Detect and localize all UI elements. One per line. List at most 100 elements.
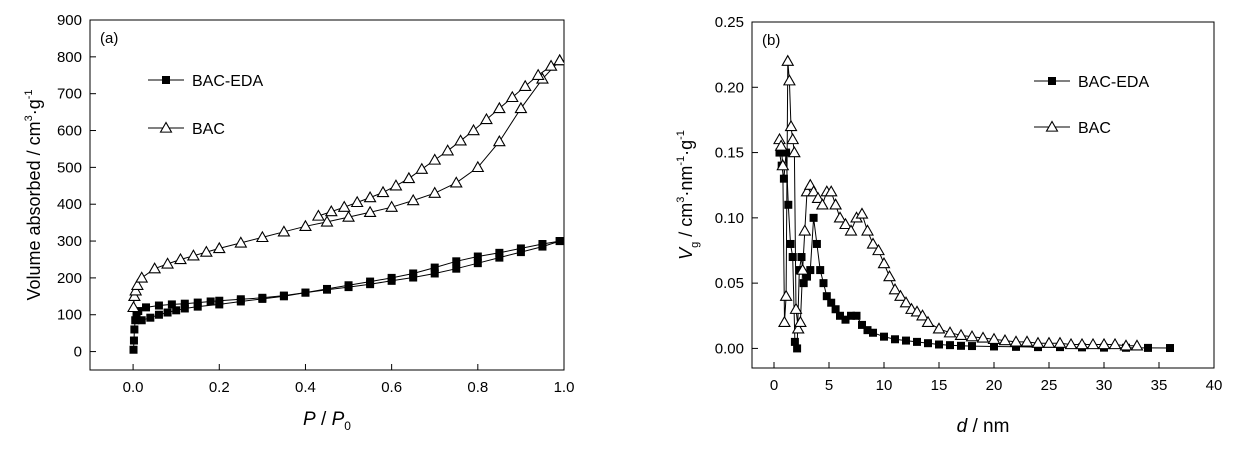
legend-label-bac: BAC [192, 121, 225, 138]
data-point-bac-eda [495, 253, 504, 262]
data-point-bac-eda [957, 341, 965, 350]
data-point-bac-eda [793, 344, 802, 353]
panel-a-isotherm: 0.0 0.2 0.4 0.6 0.8 1.0 0 100 200 300 400 500 600 700… [23, 12, 574, 433]
y-tick-label: 0 [74, 344, 82, 361]
x-tick-label: 0.4 [295, 379, 316, 396]
y-tick-label: 200 [57, 270, 82, 287]
data-point-bac-eda [430, 263, 439, 272]
data-point-bac-eda [131, 316, 140, 325]
data-point-bac [789, 302, 803, 314]
y-tick-label: 600 [57, 123, 82, 140]
data-point-bac [932, 322, 946, 334]
data-point-bac-eda [775, 148, 784, 157]
data-point-bac [415, 162, 429, 174]
legend-label-bac: BAC [1078, 120, 1111, 137]
data-point-bac [910, 305, 924, 317]
data-point-bac-eda [790, 337, 799, 346]
data-point-bac [899, 296, 913, 308]
data-point-bac-eda [495, 248, 504, 257]
data-point-bac-eda [880, 332, 888, 341]
data-point-bac [514, 101, 528, 114]
data-point-bac [1042, 336, 1056, 348]
data-point-bac [544, 59, 558, 71]
data-point-bac [998, 333, 1012, 346]
data-point-bac-eda [1012, 342, 1020, 351]
panel-label-b: (b) [762, 32, 780, 49]
x-tick-label: 40 [1206, 377, 1223, 394]
data-point-bac-eda [786, 239, 795, 248]
data-point-bac [888, 283, 902, 295]
data-point-bac [449, 176, 463, 188]
x-tick-label: 0.2 [209, 379, 230, 396]
data-point-bac [127, 300, 140, 313]
data-point-bac-eda [816, 266, 825, 275]
data-point-bac [811, 191, 825, 203]
data-point-bac-eda [409, 273, 418, 282]
data-point-bac-eda [146, 313, 155, 322]
data-point-bac [791, 322, 805, 334]
x-tick-label: 30 [1096, 377, 1113, 394]
data-point-bac-eda [236, 297, 245, 306]
data-point-bac [943, 326, 957, 338]
legend-label-bac-eda: BAC-EDA [192, 73, 263, 90]
x-tick-label: 35 [1151, 377, 1168, 394]
data-point-bac [130, 278, 144, 290]
data-point-bac [987, 332, 1001, 344]
data-point-bac [778, 315, 791, 327]
data-point-bac-eda [387, 273, 396, 282]
data-point-bac [1086, 337, 1100, 350]
data-point-bac-eda [968, 342, 976, 351]
data-point-bac-eda [902, 336, 910, 345]
data-point-bac-eda [129, 336, 138, 345]
data-point-bac [824, 185, 838, 197]
data-point-bac-eda [858, 320, 866, 329]
y-axis-label-b: Vg / cm3·nm-1·g-1 [675, 130, 701, 260]
data-point-bac [385, 200, 399, 212]
data-point-bac-eda [344, 281, 353, 290]
x-tick-label: 0.0 [123, 379, 144, 396]
data-point-bac-eda [1166, 344, 1174, 353]
plot-frame-b [751, 21, 1215, 369]
data-point-bac [861, 224, 874, 236]
data-point-bac [839, 217, 852, 230]
legend-marker-bac [159, 121, 173, 133]
data-point-bac-eda [366, 277, 375, 286]
data-point-bac [363, 190, 377, 203]
legend-label-bac-eda: BAC-EDA [1078, 74, 1149, 91]
data-point-bac [877, 256, 891, 269]
data-point-bac-eda [163, 308, 172, 317]
data-point-bac-eda [154, 301, 163, 310]
data-point-bac [186, 249, 200, 261]
data-point-bac [916, 309, 929, 321]
x-tick-label: 20 [986, 377, 1003, 394]
series-layer-a [127, 53, 564, 354]
panel-b-pore-distribution: 0 5 10 15 20 25 30 35 40 0.00 0.05 0.10 0.15 0.20 0.25… [675, 14, 1222, 437]
data-point-bac [829, 198, 843, 210]
legend-a: BAC-EDA BAC [148, 73, 263, 138]
data-point-bac [1009, 335, 1023, 347]
data-point-bac-eda [779, 174, 788, 183]
data-point-bac [127, 289, 141, 301]
data-point-bac-eda [782, 148, 791, 157]
data-point-bac-eda [812, 239, 821, 248]
data-point-bac [1130, 339, 1144, 351]
plot-frame-a [89, 19, 565, 371]
data-point-bac-eda [913, 337, 921, 346]
data-point-bac-eda [924, 339, 932, 348]
data-point-bac-eda [869, 328, 877, 337]
x-tick-label: 10 [876, 377, 893, 394]
data-point-bac-eda [452, 257, 461, 266]
data-point-bac [389, 179, 403, 191]
data-point-bac [492, 134, 506, 147]
data-point-bac-eda [154, 310, 163, 319]
data-point-bac [199, 245, 213, 257]
data-point-bac-eda [831, 305, 840, 314]
y-tick-label: 0.00 [715, 340, 744, 357]
data-point-bac-eda [1144, 343, 1152, 352]
y-tick-label: 700 [57, 86, 82, 103]
data-point-bac [1075, 337, 1089, 350]
data-point-bac [320, 215, 334, 227]
data-point-bac-eda [473, 259, 482, 268]
data-point-bac [965, 330, 979, 342]
